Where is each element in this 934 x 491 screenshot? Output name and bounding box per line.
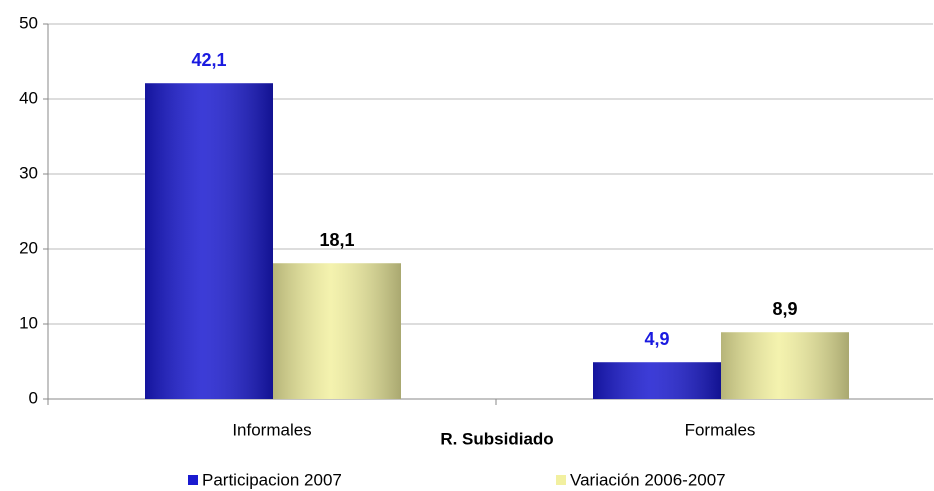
x-tick-label: Formales	[685, 420, 756, 439]
legend-swatch	[188, 475, 198, 485]
bar-shade	[721, 332, 849, 399]
y-tick-label: 50	[19, 13, 38, 32]
value-label: 4,9	[644, 329, 669, 349]
y-tick-label: 40	[19, 88, 38, 107]
bar-shade	[593, 362, 721, 399]
value-label: 42,1	[191, 50, 226, 70]
x-axis-title: R. Subsidiado	[440, 429, 553, 448]
y-tick-label: 10	[19, 313, 38, 332]
x-tick-label: Informales	[232, 420, 311, 439]
legend-label: Participacion 2007	[202, 470, 342, 489]
y-tick-label: 30	[19, 163, 38, 182]
y-tick-label: 0	[29, 388, 38, 407]
value-label: 18,1	[319, 230, 354, 250]
legend-swatch	[556, 475, 566, 485]
value-label: 8,9	[772, 299, 797, 319]
bar-shade	[145, 83, 273, 399]
legend-label: Variación 2006-2007	[570, 470, 726, 489]
bar-shade	[273, 263, 401, 399]
y-tick-label: 20	[19, 238, 38, 257]
